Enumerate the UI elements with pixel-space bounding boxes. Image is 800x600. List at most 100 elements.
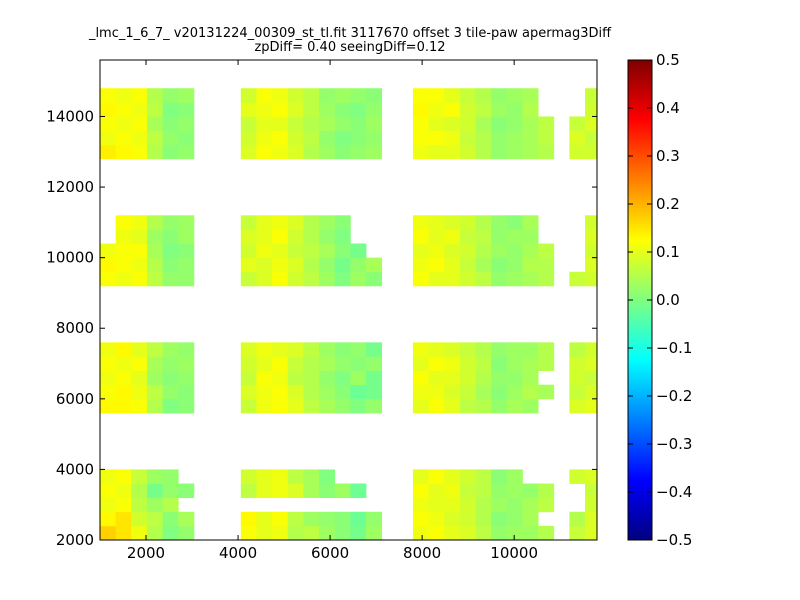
heatmap-cell — [350, 271, 367, 287]
heatmap-cell — [131, 398, 148, 414]
heatmap-cell — [506, 398, 523, 414]
heatmap-cell — [538, 384, 555, 400]
heatmap-cell — [131, 525, 148, 541]
heatmap-cell — [365, 116, 383, 131]
heatmap-cell — [146, 144, 163, 160]
heatmap-cell — [303, 215, 320, 230]
heatmap-cell — [491, 130, 508, 146]
heatmap-cell — [350, 342, 367, 357]
heatmap-cell — [272, 116, 289, 131]
heatmap-cell — [350, 370, 367, 386]
heatmap-cell — [491, 342, 508, 357]
heatmap-cell — [334, 356, 351, 371]
heatmap-cell — [146, 384, 163, 400]
heatmap-cell — [506, 144, 523, 160]
heatmap-cell — [146, 116, 163, 131]
heatmap-cell — [522, 356, 539, 371]
heatmap-cell — [319, 483, 336, 499]
heatmap-cell — [538, 356, 555, 371]
heatmap-cell — [350, 257, 367, 273]
heatmap-cell — [491, 243, 508, 259]
heatmap-cell — [272, 356, 289, 371]
heatmap-cell — [146, 398, 163, 414]
heatmap-cell — [146, 511, 163, 527]
heatmap-cell — [475, 116, 492, 131]
heatmap-cell — [428, 384, 445, 400]
heatmap-cell — [365, 384, 383, 400]
heatmap-cell — [569, 525, 586, 541]
heatmap-cell — [585, 116, 598, 131]
heatmap-cell — [475, 215, 492, 230]
heatmap-cell — [272, 370, 289, 386]
heatmap-cell — [256, 144, 273, 160]
heatmap-cell — [162, 271, 179, 287]
heatmap-cell — [334, 398, 351, 414]
heatmap-cell — [131, 483, 148, 499]
heatmap-cell — [178, 271, 195, 287]
heatmap-cell — [162, 356, 179, 371]
heatmap-cell — [334, 483, 351, 499]
heatmap-cell — [459, 116, 476, 131]
heatmap-cell — [131, 342, 148, 357]
heatmap-cell — [459, 257, 476, 273]
heatmap-cell — [459, 525, 476, 541]
heatmap-cell — [491, 271, 508, 287]
heatmap-cell — [585, 243, 598, 259]
heatmap-cell — [146, 215, 163, 230]
heatmap-cell — [475, 469, 492, 484]
heatmap-cell — [115, 144, 132, 160]
heatmap-cell — [131, 144, 148, 160]
heatmap-cell — [522, 215, 539, 230]
heatmap-cell — [412, 116, 429, 131]
heatmap-cell — [459, 130, 476, 146]
heatmap-cell — [256, 384, 273, 400]
heatmap-cell — [365, 525, 383, 541]
heatmap-cell — [412, 257, 429, 273]
heatmap-cell — [256, 342, 273, 357]
heatmap-cell — [569, 370, 586, 386]
heatmap-cell — [412, 88, 429, 103]
heatmap-cell — [287, 370, 304, 386]
heatmap-cell — [178, 257, 195, 273]
heatmap-cell — [178, 370, 195, 386]
heatmap-cell — [146, 130, 163, 146]
heatmap-cell — [146, 229, 163, 244]
heatmap-cell — [569, 356, 586, 371]
heatmap-cell — [506, 243, 523, 259]
heatmap-cell — [412, 102, 429, 117]
heatmap-cell — [272, 88, 289, 103]
heatmap-cell — [272, 271, 289, 287]
colorbar-tick-label: 0.0 — [656, 291, 680, 309]
heatmap-cell — [240, 102, 257, 117]
heatmap-cell — [240, 384, 257, 400]
heatmap-cell — [256, 88, 273, 103]
heatmap-cell — [444, 88, 461, 103]
heatmap-cell — [162, 398, 179, 414]
heatmap-cell — [475, 525, 492, 541]
colorbar-tick-label: 0.2 — [656, 195, 680, 213]
heatmap-cell — [178, 229, 195, 244]
heatmap-cell — [256, 483, 273, 499]
heatmap-cell — [178, 130, 195, 146]
colorbar-tick-label: 0.3 — [656, 147, 680, 165]
heatmap-cell — [506, 271, 523, 287]
heatmap-cell — [319, 257, 336, 273]
heatmap-cell — [240, 215, 257, 230]
heatmap-cell — [287, 88, 304, 103]
heatmap-cell — [334, 525, 351, 541]
heatmap-cell — [444, 243, 461, 259]
heatmap-cell — [240, 511, 257, 527]
heatmap-cell — [475, 384, 492, 400]
heatmap-cell — [459, 88, 476, 103]
heatmap-cell — [412, 469, 429, 484]
heatmap-cell — [162, 469, 179, 484]
heatmap-cell — [475, 271, 492, 287]
heatmap-cell — [319, 102, 336, 117]
heatmap-cell — [491, 497, 508, 513]
heatmap-cell — [287, 116, 304, 131]
heatmap-cell — [506, 370, 523, 386]
x-tick-label: 2000 — [127, 544, 165, 562]
heatmap-cell — [585, 215, 598, 230]
heatmap-cell — [585, 102, 598, 117]
heatmap-cell — [334, 271, 351, 287]
